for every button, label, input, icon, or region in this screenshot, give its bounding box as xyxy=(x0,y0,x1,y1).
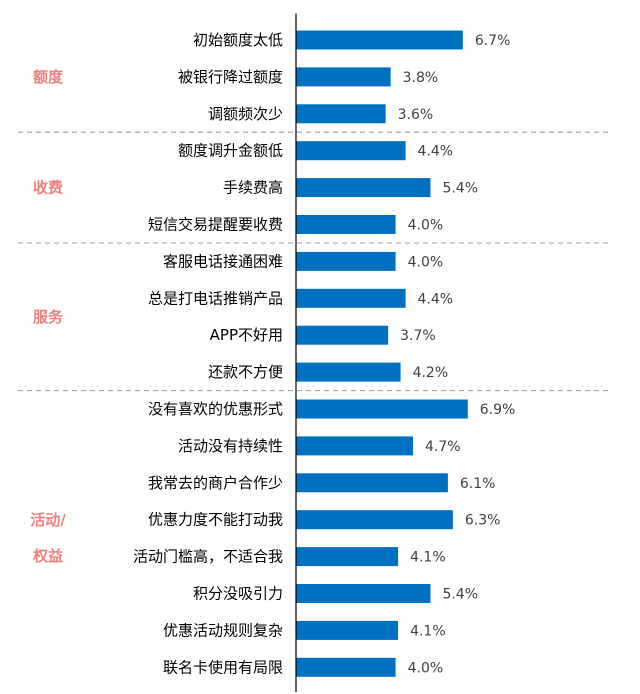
bar xyxy=(296,362,401,382)
category-label: 还款不方便 xyxy=(208,363,283,381)
value-label: 4.7% xyxy=(425,439,461,455)
bar xyxy=(296,436,414,456)
bar xyxy=(296,657,396,677)
group-label-line: 额度 xyxy=(33,68,64,86)
bar xyxy=(296,399,468,419)
value-label: 5.4% xyxy=(442,587,478,603)
bar xyxy=(296,620,399,640)
value-label: 4.1% xyxy=(410,623,446,639)
bar xyxy=(296,215,396,234)
group-label: 活动/权益 xyxy=(30,511,66,565)
category-label: 活动门槛高，不适合我 xyxy=(133,548,283,566)
group-label-line: 收费 xyxy=(33,179,63,197)
category-label: 被银行降过额度 xyxy=(178,68,283,86)
value-label: 4.2% xyxy=(413,365,449,381)
category-label: 优惠活动规则复杂 xyxy=(163,621,283,639)
category-label: 调额频次少 xyxy=(208,105,283,123)
bar xyxy=(296,104,386,124)
value-label: 3.8% xyxy=(403,70,439,86)
value-label: 4.1% xyxy=(410,550,446,566)
value-label: 3.7% xyxy=(400,328,436,344)
bar xyxy=(296,584,431,603)
category-label: 额度调升金额低 xyxy=(178,142,283,160)
value-label: 6.3% xyxy=(465,513,501,529)
category-label: 总是打电话推销产品 xyxy=(148,289,283,307)
value-label: 4.4% xyxy=(418,291,454,307)
category-label: 手续费高 xyxy=(223,179,283,197)
category-label: 联名卡使用有局限 xyxy=(163,658,283,676)
category-label: APP不好用 xyxy=(210,326,283,344)
value-label: 6.9% xyxy=(480,402,516,418)
group-label-line: 活动/ xyxy=(30,511,66,529)
category-label: 短信交易提醒要收费 xyxy=(148,216,283,234)
bar xyxy=(296,67,391,87)
value-label: 4.4% xyxy=(418,144,454,160)
bar xyxy=(296,141,406,161)
bar xyxy=(296,288,406,308)
bar xyxy=(296,473,448,493)
category-label: 活动没有持续性 xyxy=(178,437,283,455)
category-label: 我常去的商户合作少 xyxy=(148,474,283,492)
bar xyxy=(296,325,389,345)
group-label-line: 权益 xyxy=(32,547,63,565)
value-label: 4.0% xyxy=(408,218,444,234)
category-label: 初始额度太低 xyxy=(193,31,283,49)
value-label: 5.4% xyxy=(442,181,478,197)
bar xyxy=(296,178,431,198)
bars-layer xyxy=(296,30,468,677)
value-label: 4.0% xyxy=(408,254,444,270)
value-label: 3.6% xyxy=(398,107,434,123)
value-label: 6.7% xyxy=(475,33,511,49)
bar xyxy=(296,30,463,50)
category-label: 客服电话接通困难 xyxy=(163,252,283,270)
bar xyxy=(296,510,453,530)
group-label-line: 服务 xyxy=(33,308,64,326)
category-label: 积分没吸引力 xyxy=(193,585,283,603)
value-label: 4.0% xyxy=(408,660,444,676)
group-label: 服务 xyxy=(33,308,64,326)
category-label: 没有喜欢的优惠形式 xyxy=(148,400,283,418)
bar xyxy=(296,547,399,567)
bar xyxy=(296,251,396,271)
category-label: 优惠力度不能打动我 xyxy=(148,511,283,529)
group-label: 额度 xyxy=(33,68,64,86)
value-label: 6.1% xyxy=(460,476,496,492)
group-label: 收费 xyxy=(33,179,63,197)
